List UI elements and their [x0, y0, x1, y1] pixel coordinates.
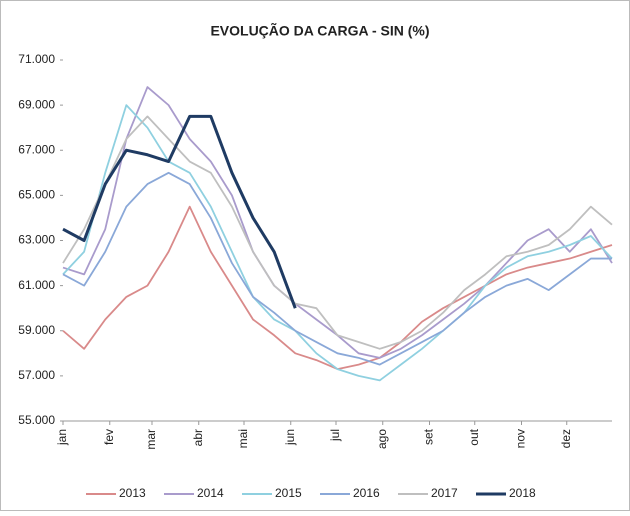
legend-label: 2018: [509, 486, 536, 500]
x-tick-label: mar: [144, 429, 158, 450]
y-tick-label: 69.000: [18, 97, 55, 111]
x-tick-label: ago: [375, 429, 389, 449]
y-tick-label: 57.000: [18, 368, 55, 382]
y-tick-label: 63.000: [18, 233, 55, 247]
legend-label: 2015: [275, 486, 302, 500]
x-tick-label: jan: [55, 429, 69, 446]
x-tick-label: out: [467, 428, 481, 445]
x-tick-label: jun: [283, 429, 297, 446]
y-tick-label: 61.000: [18, 278, 55, 292]
y-tick-label: 71.000: [18, 52, 55, 66]
series-line: [62, 115, 613, 350]
chart-title: EVOLUÇÃO DA CARGA - SIN (%): [210, 22, 429, 39]
legend-label: 2017: [431, 486, 458, 500]
x-tick-label: abr: [191, 429, 205, 446]
y-tick-label: 67.000: [18, 142, 55, 156]
x-tick-label: set: [422, 428, 436, 445]
y-tick-label: 65.000: [18, 188, 55, 202]
series-line: [62, 104, 613, 382]
x-tick-label: jul: [328, 429, 342, 442]
y-tick-label: 59.000: [18, 323, 55, 337]
x-tick-label: dez: [559, 429, 573, 448]
x-tick-label: mai: [236, 429, 250, 448]
series-line: [62, 171, 612, 366]
x-tick-label: fev: [102, 429, 116, 445]
legend-label: 2014: [197, 486, 224, 500]
y-tick-label: 55.000: [18, 413, 55, 427]
x-tick-label: nov: [514, 429, 528, 448]
legend-label: 2016: [353, 486, 380, 500]
series-line: [62, 114, 297, 309]
legend-label: 2013: [119, 486, 146, 500]
